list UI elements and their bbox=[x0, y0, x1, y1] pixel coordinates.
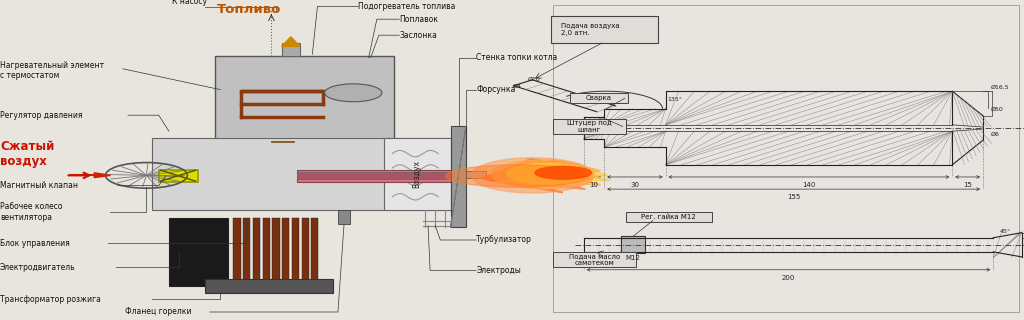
Text: Стенка топки котла: Стенка топки котла bbox=[476, 53, 557, 62]
FancyBboxPatch shape bbox=[205, 279, 333, 293]
Text: Заслонка: Заслонка bbox=[399, 31, 437, 40]
Text: Подача воздуха
2,0 атн.: Подача воздуха 2,0 атн. bbox=[561, 23, 620, 36]
Text: Подача масло
самотеком: Подача масло самотеком bbox=[568, 253, 621, 266]
FancyBboxPatch shape bbox=[152, 138, 449, 210]
Text: Фланец горелки: Фланец горелки bbox=[126, 308, 191, 316]
FancyBboxPatch shape bbox=[169, 218, 228, 286]
Circle shape bbox=[325, 84, 382, 102]
Text: Электроды: Электроды bbox=[476, 266, 521, 275]
FancyBboxPatch shape bbox=[570, 93, 628, 103]
Polygon shape bbox=[482, 176, 610, 181]
FancyBboxPatch shape bbox=[271, 141, 294, 142]
FancyBboxPatch shape bbox=[551, 16, 658, 43]
FancyBboxPatch shape bbox=[297, 170, 456, 182]
Text: Воздух: Воздух bbox=[412, 160, 421, 188]
FancyBboxPatch shape bbox=[466, 171, 486, 178]
Polygon shape bbox=[482, 178, 586, 189]
Text: Сжатый
воздух: Сжатый воздух bbox=[0, 140, 54, 168]
FancyBboxPatch shape bbox=[283, 218, 290, 280]
Text: Регулятор давления: Регулятор давления bbox=[0, 111, 83, 120]
FancyBboxPatch shape bbox=[233, 218, 241, 280]
Polygon shape bbox=[482, 171, 608, 181]
Text: Сварка: Сварка bbox=[586, 95, 612, 101]
Text: Форсунка: Форсунка bbox=[476, 85, 515, 94]
Text: Турбулизатор: Турбулизатор bbox=[476, 236, 532, 244]
FancyBboxPatch shape bbox=[553, 119, 626, 134]
Polygon shape bbox=[482, 178, 601, 185]
Text: Штуцер под
шланг: Штуцер под шланг bbox=[567, 120, 611, 133]
Polygon shape bbox=[482, 164, 587, 181]
Text: Рег. гайка М12: Рег. гайка М12 bbox=[641, 214, 696, 220]
Text: М12: М12 bbox=[626, 255, 640, 261]
FancyBboxPatch shape bbox=[253, 218, 260, 280]
FancyBboxPatch shape bbox=[626, 212, 712, 222]
Ellipse shape bbox=[445, 165, 589, 187]
Text: 200: 200 bbox=[781, 275, 796, 281]
Text: 135°: 135° bbox=[668, 97, 683, 102]
FancyBboxPatch shape bbox=[301, 218, 309, 280]
FancyBboxPatch shape bbox=[621, 236, 645, 253]
FancyBboxPatch shape bbox=[272, 218, 280, 280]
FancyBboxPatch shape bbox=[297, 172, 456, 179]
Text: Подогреватель топлива: Подогреватель топлива bbox=[358, 2, 456, 11]
Text: Поплавок: Поплавок bbox=[399, 15, 438, 24]
Text: 15: 15 bbox=[964, 182, 972, 188]
Ellipse shape bbox=[492, 160, 594, 189]
Polygon shape bbox=[482, 160, 571, 181]
FancyBboxPatch shape bbox=[159, 170, 198, 182]
Text: Ø6: Ø6 bbox=[990, 132, 999, 137]
Text: 155: 155 bbox=[787, 194, 800, 200]
Text: 140: 140 bbox=[802, 182, 816, 188]
Ellipse shape bbox=[507, 163, 589, 184]
Text: Нагревательный элемент
с термостатом: Нагревательный элемент с термостатом bbox=[0, 61, 104, 80]
Text: 30: 30 bbox=[631, 182, 639, 188]
Ellipse shape bbox=[535, 166, 592, 179]
Polygon shape bbox=[482, 159, 549, 181]
Polygon shape bbox=[482, 167, 601, 181]
FancyBboxPatch shape bbox=[384, 138, 451, 210]
Polygon shape bbox=[94, 173, 111, 178]
Text: 45°: 45° bbox=[999, 229, 1011, 234]
Text: К насосу: К насосу bbox=[172, 0, 207, 6]
FancyBboxPatch shape bbox=[262, 218, 270, 280]
Text: Ø4: Ø4 bbox=[513, 84, 521, 89]
FancyBboxPatch shape bbox=[553, 5, 1019, 312]
Text: Магнитный клапан: Магнитный клапан bbox=[0, 181, 78, 190]
FancyBboxPatch shape bbox=[0, 0, 568, 320]
FancyBboxPatch shape bbox=[311, 218, 318, 280]
Text: Рабочее колесо
вентилятора: Рабочее колесо вентилятора bbox=[0, 202, 62, 221]
FancyBboxPatch shape bbox=[451, 126, 466, 227]
Text: Топливо: Топливо bbox=[217, 3, 281, 16]
FancyBboxPatch shape bbox=[244, 218, 251, 280]
Text: Трансформатор розжига: Трансформатор розжига bbox=[0, 295, 101, 304]
Polygon shape bbox=[282, 37, 300, 46]
Text: Ø10: Ø10 bbox=[528, 77, 541, 82]
Text: Блок управления: Блок управления bbox=[0, 239, 70, 248]
Ellipse shape bbox=[471, 158, 594, 193]
FancyBboxPatch shape bbox=[282, 43, 300, 56]
FancyBboxPatch shape bbox=[553, 252, 636, 267]
FancyBboxPatch shape bbox=[292, 218, 299, 280]
FancyBboxPatch shape bbox=[338, 210, 350, 224]
Text: Электродвигатель: Электродвигатель bbox=[0, 263, 76, 272]
FancyBboxPatch shape bbox=[215, 56, 394, 142]
Text: 10: 10 bbox=[590, 182, 598, 188]
Text: Ø16,5: Ø16,5 bbox=[990, 84, 1009, 90]
Text: Ø50: Ø50 bbox=[990, 107, 1002, 112]
Polygon shape bbox=[482, 178, 563, 193]
